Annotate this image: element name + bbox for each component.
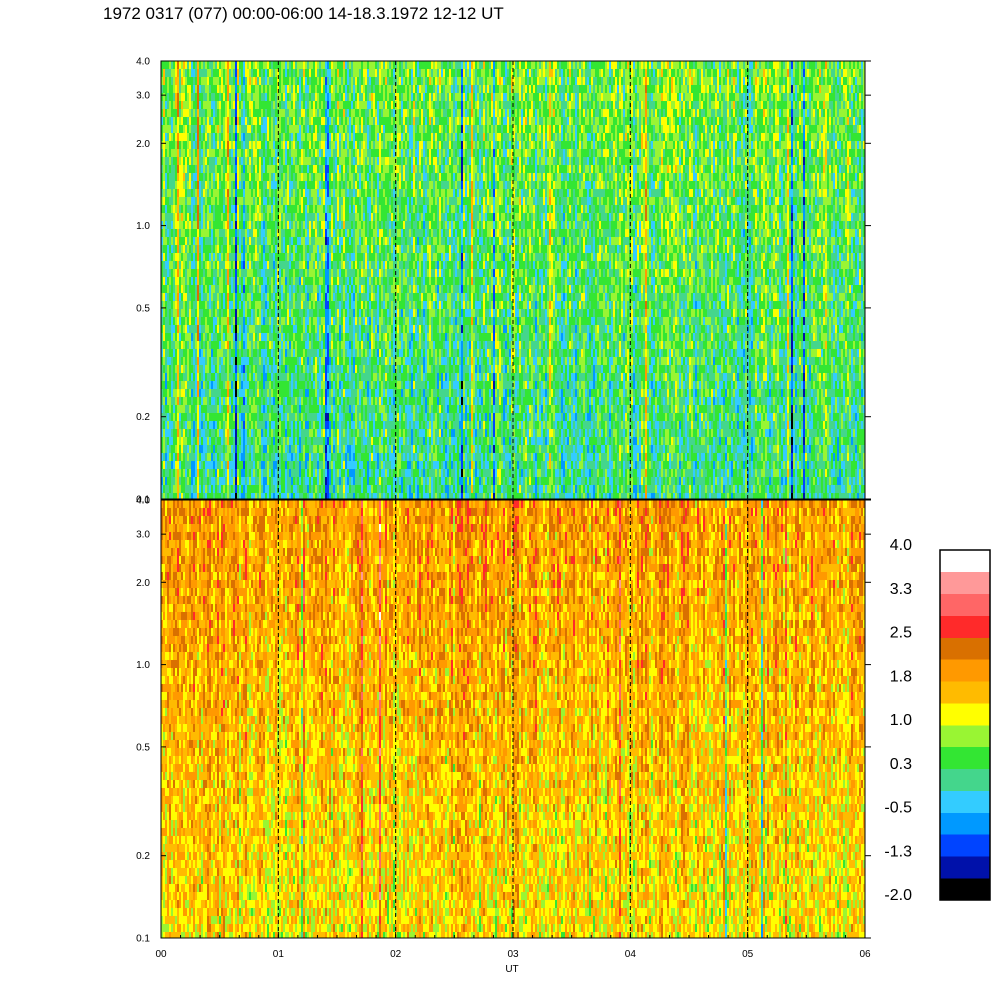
lower-ytick-label: 1.0	[136, 660, 150, 671]
colorbar-label: 0.3	[890, 756, 912, 773]
colorbar-label: 1.0	[890, 712, 912, 729]
lower-y-axis: 0.1 0.2 0.5 1.0 2.0 3.0 4.0	[136, 496, 871, 945]
colorbar-segment	[940, 878, 990, 901]
colorbar-segment	[940, 768, 990, 791]
lower-panel: 0.1 0.2 0.5 1.0 2.0 3.0 4.0	[136, 496, 871, 945]
upper-panel-frame	[160, 60, 866, 500]
colorbar-segment	[940, 834, 990, 857]
colorbar-label: 2.5	[890, 625, 912, 642]
colorbar-label: -0.5	[884, 800, 912, 817]
colorbar-segment	[940, 746, 990, 770]
colorbar-segment	[940, 812, 990, 835]
lower-dashed-lines	[277, 500, 749, 938]
chart-title: 1972 0317 (077) 00:00-06:00 14-18.3.1972…	[103, 4, 504, 24]
upper-panel: 0.1 0.2 0.5 1.0 2.0 3.0 4.0	[136, 57, 871, 506]
colorbar-label: 1.8	[890, 668, 912, 685]
lower-ytick-label: 4.0	[136, 496, 150, 507]
lower-ytick-label: 0.2	[136, 851, 150, 862]
xtick-label: 04	[625, 949, 637, 960]
lower-ytick-label: 0.5	[136, 742, 150, 753]
colorbar-segment	[940, 637, 990, 660]
colorbar-segment	[940, 593, 990, 616]
xtick-label: 01	[273, 949, 285, 960]
x-axis: UT 00 01 02 03 04 05 06	[155, 932, 871, 975]
lower-ytick-label: 0.1	[136, 934, 150, 945]
lower-heatmap	[161, 500, 865, 938]
upper-y-axis: 0.1 0.2 0.5 1.0 2.0 3.0 4.0	[136, 57, 871, 506]
upper-ytick-label: 0.5	[136, 303, 150, 314]
lower-ytick-label: 3.0	[136, 530, 150, 541]
lower-ytick-label: 2.0	[136, 578, 150, 589]
xtick-label: 02	[390, 949, 402, 960]
colorbar-segment	[940, 659, 990, 682]
colorbar-segment	[940, 856, 990, 879]
upper-ytick-label: 2.0	[136, 139, 150, 150]
xtick-label: 05	[742, 949, 754, 960]
colorbar-segment	[940, 703, 990, 726]
upper-ytick-label: 0.1	[136, 495, 150, 506]
colorbar-segment	[940, 681, 990, 704]
colorbar-segment	[940, 571, 990, 595]
xtick-label: 00	[155, 949, 167, 960]
colorbar-label: 4.0	[890, 537, 912, 554]
colorbar-segment	[940, 790, 990, 813]
colorbar-frame	[939, 549, 991, 901]
upper-ytick-label: 3.0	[136, 91, 150, 102]
colorbar-label: -1.3	[884, 843, 912, 860]
upper-ytick-label: 1.0	[136, 221, 150, 232]
colorbar-label: 3.3	[890, 581, 912, 598]
colorbar-label: -2.0	[884, 887, 912, 904]
colorbar-segment	[940, 615, 990, 638]
colorbar: 4.0 3.3 2.5 1.8 1.0 0.3 -0.5 -1.3 -2.0	[884, 537, 991, 904]
xtick-label: 03	[507, 949, 519, 960]
upper-heatmap	[161, 61, 865, 499]
xtick-label: 06	[859, 949, 871, 960]
upper-dashed-lines	[277, 61, 749, 499]
colorbar-segment	[940, 550, 990, 573]
upper-ytick-label: 0.2	[136, 412, 150, 423]
upper-ytick-label: 4.0	[136, 57, 150, 68]
x-axis-label: UT	[505, 964, 518, 975]
colorbar-segment	[940, 725, 990, 748]
